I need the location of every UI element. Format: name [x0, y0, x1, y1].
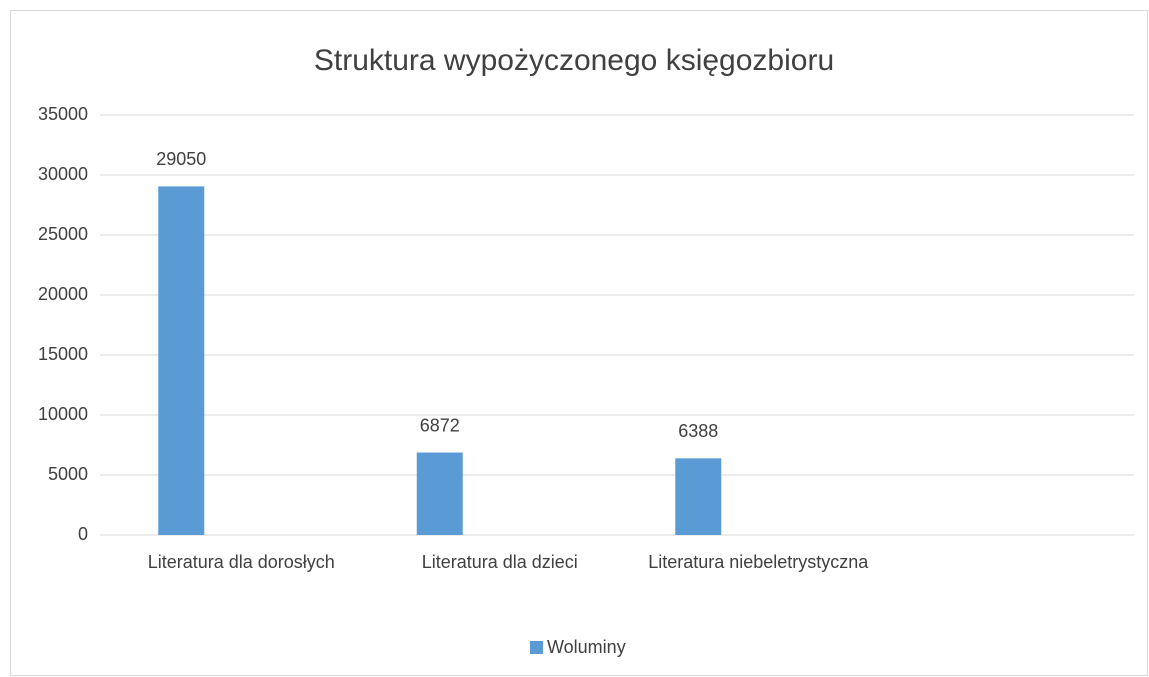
bar — [158, 186, 205, 535]
bar — [675, 458, 722, 535]
y-tick-label: 25000 — [38, 224, 88, 244]
data-label: 29050 — [156, 149, 206, 169]
y-tick-label: 35000 — [38, 104, 88, 124]
y-tick-label: 15000 — [38, 344, 88, 364]
x-tick-label: Literatura dla dorosłych — [148, 552, 335, 572]
data-label: 6872 — [420, 415, 460, 435]
bar — [416, 452, 463, 535]
y-tick-label: 10000 — [38, 404, 88, 424]
chart-title: Struktura wypożyczonego księgozbioru — [314, 44, 834, 77]
y-tick-label: 5000 — [48, 464, 88, 484]
legend-label: Woluminy — [547, 637, 626, 657]
x-tick-label: Literatura dla dzieci — [422, 552, 578, 572]
legend-swatch — [530, 641, 543, 654]
y-tick-label: 20000 — [38, 284, 88, 304]
y-tick-label: 0 — [78, 524, 88, 544]
y-tick-label: 30000 — [38, 164, 88, 184]
data-label: 6388 — [678, 421, 718, 441]
x-tick-label: Literatura niebeletrystyczna — [648, 552, 869, 572]
